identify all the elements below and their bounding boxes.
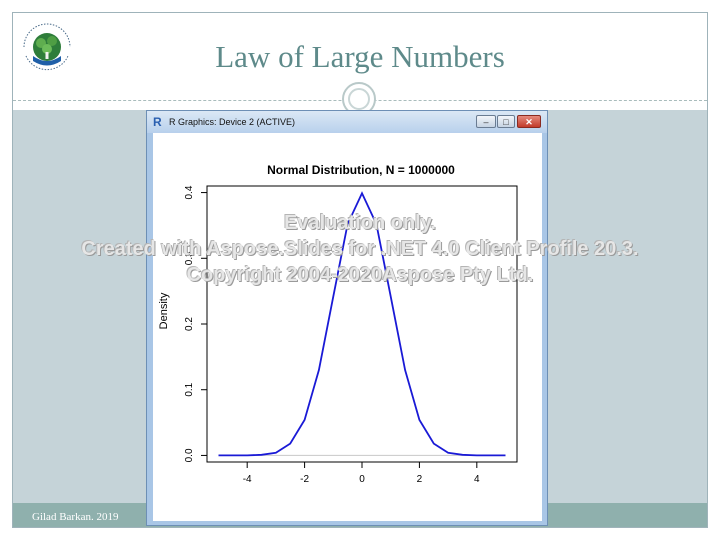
watermark-line-2: Created with Aspose.Slides for .NET 4.0 … (81, 238, 639, 260)
ruppin-logo-icon (23, 23, 71, 71)
x-tick-label: -4 (243, 474, 252, 485)
maximize-button[interactable]: □ (497, 115, 515, 128)
window-title: R Graphics: Device 2 (ACTIVE) (169, 117, 296, 127)
r-logo-icon: R (153, 115, 162, 129)
footer-text: Gilad Barkan. 2019 (32, 511, 119, 523)
y-tick-label: 0.3 (184, 251, 195, 265)
slide-frame (12, 12, 708, 528)
x-tick-label: 4 (474, 474, 480, 485)
y-tick-label: 0.4 (184, 185, 195, 199)
plot-canvas: Normal Distribution, N = 1000000 Density… (153, 133, 542, 521)
y-tick-label: 0.1 (184, 382, 195, 396)
y-tick-label: 0.2 (184, 317, 195, 331)
y-axis-label: Density (158, 292, 170, 329)
r-graphics-window[interactable]: R R Graphics: Device 2 (ACTIVE) – □ ✕ No… (146, 110, 548, 526)
x-tick-label: -2 (300, 474, 309, 485)
density-curve (218, 191, 506, 457)
slide-title: Law of Large Numbers (215, 39, 505, 74)
y-tick-label: 0.0 (184, 448, 195, 462)
window-titlebar[interactable]: R R Graphics: Device 2 (ACTIVE) – □ ✕ (147, 111, 547, 133)
x-tick-label: 2 (417, 474, 423, 485)
watermark-line-3: Copyright 2004-2020Aspose Pty Ltd. (186, 264, 534, 286)
density-plot: Normal Distribution, N = 1000000 Density… (158, 163, 518, 485)
close-button[interactable]: ✕ (517, 115, 541, 128)
x-tick-label: 0 (359, 474, 365, 485)
divider-ornament-inner (348, 88, 370, 110)
watermark-line-1: Evaluation only. (284, 212, 436, 234)
chart-title: Normal Distribution, N = 1000000 (267, 163, 455, 177)
minimize-button[interactable]: – (476, 115, 496, 128)
